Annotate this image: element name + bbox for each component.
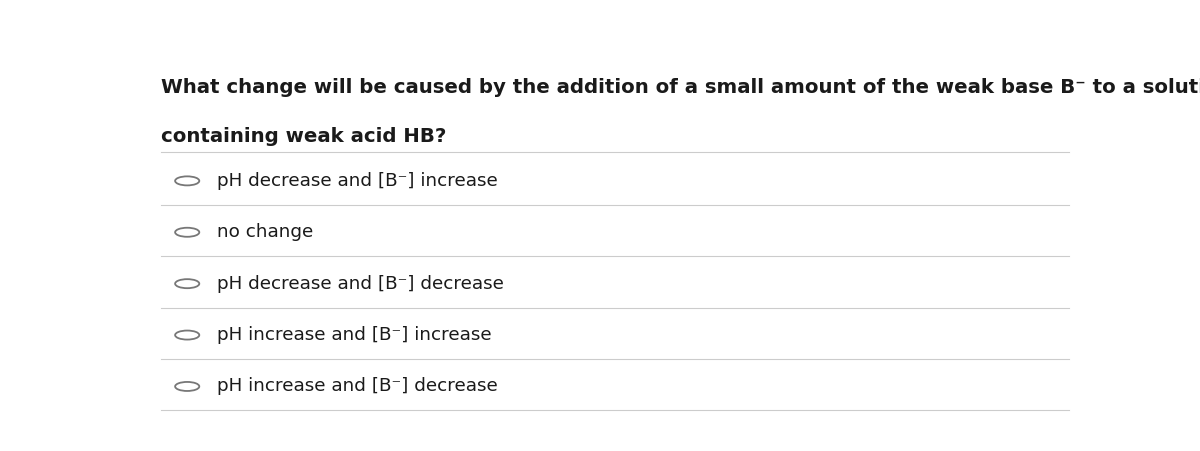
Text: pH decrease and [B⁻] increase: pH decrease and [B⁻] increase bbox=[217, 172, 498, 190]
Text: What change will be caused by the addition of a small amount of the weak base B⁻: What change will be caused by the additi… bbox=[161, 78, 1200, 97]
Text: pH decrease and [B⁻] decrease: pH decrease and [B⁻] decrease bbox=[217, 275, 504, 293]
Text: pH increase and [B⁻] decrease: pH increase and [B⁻] decrease bbox=[217, 377, 498, 396]
Text: containing weak acid HB?: containing weak acid HB? bbox=[161, 127, 446, 146]
Text: pH increase and [B⁻] increase: pH increase and [B⁻] increase bbox=[217, 326, 492, 344]
Text: no change: no change bbox=[217, 223, 313, 241]
